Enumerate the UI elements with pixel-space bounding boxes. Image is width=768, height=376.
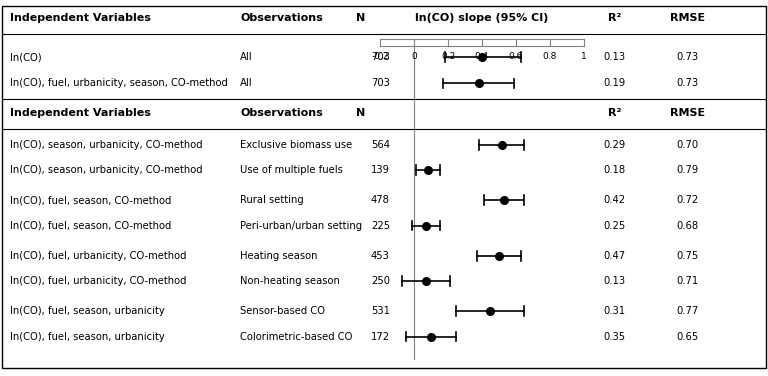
Text: 0.75: 0.75 [677, 251, 698, 261]
Text: ln(CO), fuel, urbanicity, CO-method: ln(CO), fuel, urbanicity, CO-method [10, 276, 187, 286]
Text: R²: R² [607, 13, 621, 23]
Text: All: All [240, 52, 253, 62]
Text: 0.71: 0.71 [677, 276, 698, 286]
Text: ln(CO), fuel, urbanicity, CO-method: ln(CO), fuel, urbanicity, CO-method [10, 251, 187, 261]
Text: 564: 564 [371, 140, 390, 150]
Text: 0.13: 0.13 [604, 276, 625, 286]
Text: ln(CO) slope (95% CI): ln(CO) slope (95% CI) [415, 13, 548, 23]
Text: Observations: Observations [240, 13, 323, 23]
Text: RMSE: RMSE [670, 108, 705, 118]
Text: ln(CO), season, urbanicity, CO-method: ln(CO), season, urbanicity, CO-method [10, 140, 203, 150]
Text: N: N [356, 108, 365, 118]
Text: Sensor-based CO: Sensor-based CO [240, 306, 326, 316]
Text: 703: 703 [371, 52, 390, 62]
Text: 0.73: 0.73 [677, 79, 698, 88]
Text: Independent Variables: Independent Variables [10, 108, 151, 118]
Text: Colorimetric-based CO: Colorimetric-based CO [240, 332, 353, 341]
Text: 531: 531 [371, 306, 390, 316]
Text: Non-heating season: Non-heating season [240, 276, 340, 286]
Text: 0.47: 0.47 [604, 251, 625, 261]
Text: 0.4: 0.4 [475, 52, 489, 61]
Text: 0.72: 0.72 [677, 195, 698, 205]
Text: 0.73: 0.73 [677, 52, 698, 62]
Text: 0.42: 0.42 [604, 195, 625, 205]
Text: 0: 0 [411, 52, 417, 61]
Text: ln(CO): ln(CO) [10, 52, 41, 62]
Text: 0.65: 0.65 [677, 332, 698, 341]
Text: 0.29: 0.29 [604, 140, 625, 150]
Text: 703: 703 [371, 79, 390, 88]
Text: N: N [356, 13, 365, 23]
Text: 0.18: 0.18 [604, 165, 625, 175]
Text: Heating season: Heating season [240, 251, 318, 261]
Text: 0.79: 0.79 [677, 165, 698, 175]
Text: Peri-urban/urban setting: Peri-urban/urban setting [240, 221, 362, 230]
Text: ln(CO), fuel, urbanicity, season, CO-method: ln(CO), fuel, urbanicity, season, CO-met… [10, 79, 228, 88]
Text: -0.2: -0.2 [372, 52, 389, 61]
Text: 0.70: 0.70 [677, 140, 698, 150]
Text: ln(CO), fuel, season, urbanicity: ln(CO), fuel, season, urbanicity [10, 332, 164, 341]
Text: 478: 478 [371, 195, 390, 205]
Text: ln(CO), fuel, season, CO-method: ln(CO), fuel, season, CO-method [10, 221, 171, 230]
Text: 0.2: 0.2 [441, 52, 455, 61]
Text: All: All [240, 79, 253, 88]
Text: 0.13: 0.13 [604, 52, 625, 62]
Text: Observations: Observations [240, 108, 323, 118]
Text: ln(CO), fuel, season, CO-method: ln(CO), fuel, season, CO-method [10, 195, 171, 205]
Text: Independent Variables: Independent Variables [10, 13, 151, 23]
Text: 0.25: 0.25 [604, 221, 625, 230]
Text: ln(CO), season, urbanicity, CO-method: ln(CO), season, urbanicity, CO-method [10, 165, 203, 175]
Text: 0.77: 0.77 [677, 306, 698, 316]
Text: 172: 172 [371, 332, 390, 341]
Text: Use of multiple fuels: Use of multiple fuels [240, 165, 343, 175]
Text: 0.31: 0.31 [604, 306, 625, 316]
Text: RMSE: RMSE [670, 13, 705, 23]
Text: Exclusive biomass use: Exclusive biomass use [240, 140, 353, 150]
Text: 250: 250 [371, 276, 390, 286]
Text: ln(CO), fuel, season, urbanicity: ln(CO), fuel, season, urbanicity [10, 306, 164, 316]
Text: R²: R² [607, 108, 621, 118]
Text: 0.19: 0.19 [604, 79, 625, 88]
Text: Rural setting: Rural setting [240, 195, 304, 205]
Text: 0.68: 0.68 [677, 221, 698, 230]
Text: 139: 139 [371, 165, 390, 175]
Text: 1: 1 [581, 52, 587, 61]
Text: 0.6: 0.6 [508, 52, 523, 61]
Text: 0.8: 0.8 [542, 52, 557, 61]
Text: 0.35: 0.35 [604, 332, 625, 341]
Text: 453: 453 [371, 251, 390, 261]
Text: 225: 225 [371, 221, 390, 230]
